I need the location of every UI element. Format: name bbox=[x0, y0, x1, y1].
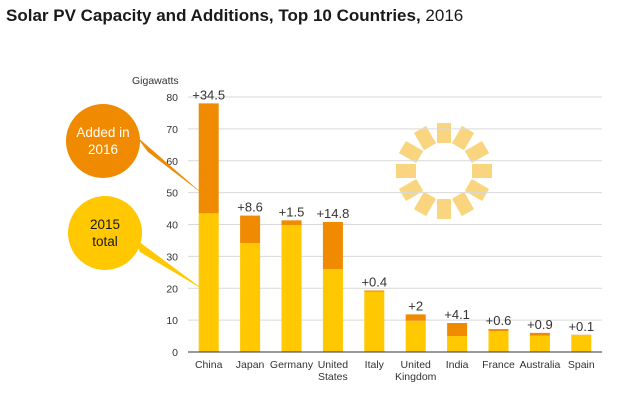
y-tick-label: 20 bbox=[166, 283, 178, 295]
data-label: +0.4 bbox=[361, 274, 387, 289]
y-tick-label: 10 bbox=[166, 315, 178, 327]
x-tick-label: United States bbox=[318, 359, 349, 383]
sun-ray bbox=[437, 123, 451, 143]
bar-added-2016 bbox=[488, 329, 509, 331]
bar-2015-total bbox=[529, 335, 550, 352]
sun-ray bbox=[464, 178, 490, 202]
bar-added-2016 bbox=[281, 220, 302, 226]
x-tick-label: Japan bbox=[236, 359, 265, 371]
bar-added-2016 bbox=[447, 322, 468, 337]
chart-title: Solar PV Capacity and Additions, Top 10 … bbox=[6, 6, 463, 26]
bar-2015-total bbox=[405, 320, 426, 352]
x-tick-label: Australia bbox=[519, 359, 560, 371]
y-tick-label: 50 bbox=[166, 188, 178, 200]
callout-pointers bbox=[134, 136, 204, 290]
bar-2015-total bbox=[364, 291, 385, 352]
data-label: +14.8 bbox=[316, 206, 349, 221]
x-tick-label: Italy bbox=[365, 359, 385, 371]
y-tick-label: 70 bbox=[166, 124, 178, 136]
bar-2015-total bbox=[447, 336, 468, 352]
sun-decoration bbox=[396, 123, 492, 219]
sun-ray bbox=[413, 191, 437, 217]
sun-ray bbox=[413, 125, 437, 151]
legend-base-label: 2015 total bbox=[89, 217, 121, 249]
bar-added-2016 bbox=[198, 103, 219, 214]
bar-2015-total bbox=[322, 269, 343, 352]
x-tick-label: Germany bbox=[270, 359, 314, 371]
x-tick-label: France bbox=[482, 359, 515, 371]
x-tick-label: United Kingdom bbox=[395, 359, 437, 383]
data-label: +1.5 bbox=[279, 204, 305, 219]
sun-ray bbox=[437, 199, 451, 219]
y-tick-label: 80 bbox=[166, 92, 178, 104]
y-axis: 0 10 20 30 40 50 60 70 80 Gigawatts bbox=[132, 75, 179, 359]
legend-2015-total: 2015 total bbox=[68, 196, 142, 270]
y-tick-label: 60 bbox=[166, 156, 178, 168]
sun-ray bbox=[451, 191, 475, 217]
x-tick-label: China bbox=[195, 359, 223, 371]
data-label: +8.6 bbox=[237, 200, 263, 215]
bar-2015-total bbox=[240, 242, 261, 352]
x-tick-label: Spain bbox=[568, 359, 595, 371]
x-tick-label: India bbox=[446, 359, 469, 371]
data-label: +0.1 bbox=[568, 319, 594, 334]
sun-ray bbox=[398, 140, 424, 164]
bar-added-2016 bbox=[240, 215, 261, 243]
data-labels: +34.5 +8.6 +1.5 +14.8 +0.4 +2 +4.1 +0.6 +0.9 +0.1 bbox=[192, 87, 594, 333]
bar-2015-total bbox=[488, 330, 509, 352]
legend-added-label: Added in 2016 bbox=[76, 125, 130, 157]
chart-title-main: Solar PV Capacity and Additions, Top 10 … bbox=[6, 6, 421, 25]
y-tick-label: 40 bbox=[166, 220, 178, 232]
bar-2015-total bbox=[198, 213, 219, 352]
sun-ray bbox=[464, 140, 490, 164]
data-label: +34.5 bbox=[192, 87, 225, 102]
bar-added-2016 bbox=[405, 314, 426, 321]
y-axis-label: Gigawatts bbox=[132, 75, 179, 87]
x-axis: China Japan Germany United States Italy United… bbox=[188, 351, 602, 383]
data-label: +0.6 bbox=[486, 313, 512, 328]
data-label: +2 bbox=[408, 298, 423, 313]
sun-ray bbox=[472, 164, 492, 178]
y-tick-label: 30 bbox=[166, 251, 178, 263]
bars bbox=[198, 103, 592, 352]
chart-title-year: 2016 bbox=[425, 6, 464, 25]
y-tick-label: 0 bbox=[172, 347, 178, 359]
bar-added-2016 bbox=[529, 332, 550, 336]
bar-2015-total bbox=[571, 335, 592, 352]
legend-added-in-2016: Added in 2016 bbox=[66, 104, 140, 178]
data-label: +4.1 bbox=[444, 307, 470, 322]
data-label: +0.9 bbox=[527, 317, 553, 332]
bar-2015-total bbox=[281, 225, 302, 352]
sun-ray bbox=[398, 178, 424, 202]
bar-added-2016 bbox=[322, 221, 343, 270]
bar-added-2016 bbox=[364, 290, 385, 292]
callout-pointer-added bbox=[136, 136, 204, 195]
sun-ray bbox=[396, 164, 416, 178]
sun-ray bbox=[451, 125, 475, 151]
callout-pointer-base bbox=[134, 238, 204, 290]
